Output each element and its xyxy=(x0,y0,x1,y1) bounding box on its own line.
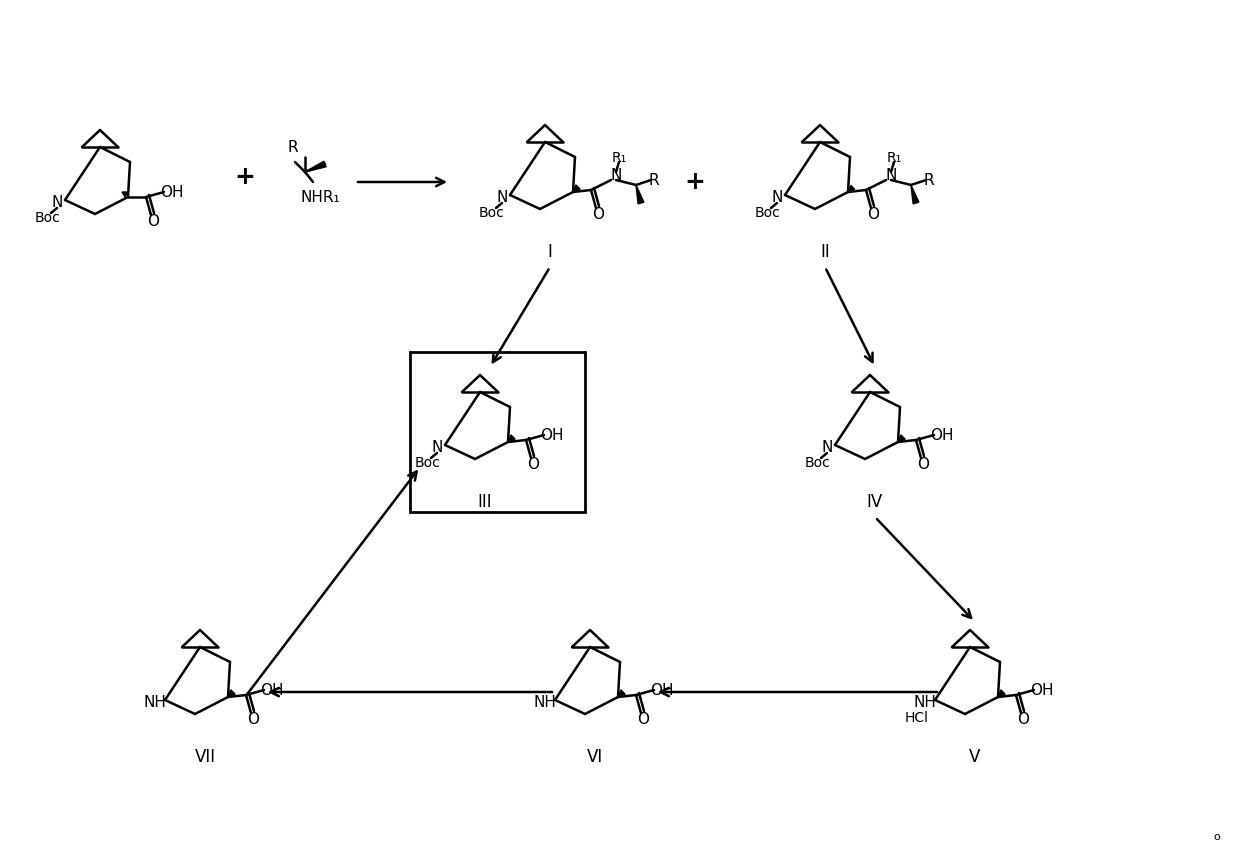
Text: R: R xyxy=(287,140,299,154)
Polygon shape xyxy=(911,185,919,204)
Text: II: II xyxy=(820,243,830,261)
Text: OH: OH xyxy=(650,683,674,697)
Text: NH: NH xyxy=(144,695,166,710)
Text: O: O xyxy=(637,711,649,727)
Text: O: O xyxy=(917,457,929,472)
Text: N: N xyxy=(772,190,783,204)
Text: Boc: Boc xyxy=(479,206,504,220)
Text: N: N xyxy=(497,190,508,204)
Text: HCl: HCl xyxy=(904,711,929,725)
Text: OH: OH xyxy=(930,428,954,442)
Text: OH: OH xyxy=(1031,683,1053,697)
Text: +: + xyxy=(685,170,705,194)
Polygon shape xyxy=(121,192,128,197)
Polygon shape xyxy=(898,435,906,442)
Text: V: V xyxy=(969,748,981,766)
Text: R: R xyxy=(924,173,934,187)
Text: O: O xyxy=(592,207,603,222)
Text: NHR₁: NHR₁ xyxy=(300,190,339,204)
Text: OH: OH xyxy=(540,428,564,442)
Text: I: I xyxy=(548,243,553,261)
Text: IV: IV xyxy=(867,493,883,511)
Text: VII: VII xyxy=(195,748,216,766)
Text: R₁: R₁ xyxy=(611,151,627,165)
Bar xyxy=(410,352,585,512)
Text: Boc: Boc xyxy=(804,456,830,470)
Text: R: R xyxy=(649,173,659,187)
Text: VI: VI xyxy=(587,748,603,766)
Text: N: N xyxy=(821,440,833,455)
Text: N: N xyxy=(886,168,897,182)
Text: O: O xyxy=(867,207,878,222)
Polygon shape xyxy=(228,689,235,697)
Polygon shape xyxy=(572,185,580,192)
Text: Boc: Boc xyxy=(414,456,440,470)
Polygon shape xyxy=(305,161,326,172)
Text: N: N xyxy=(431,440,442,455)
Polygon shape xyxy=(618,689,626,697)
Text: O: O xyxy=(1017,711,1030,727)
Polygon shape xyxy=(508,435,515,442)
Text: O: O xyxy=(147,213,159,229)
Polygon shape xyxy=(636,185,644,204)
Text: NH: NH xyxy=(534,695,556,710)
Text: OH: OH xyxy=(160,185,183,200)
Text: O: O xyxy=(247,711,259,727)
Text: NH: NH xyxy=(913,695,937,710)
Text: OH: OH xyxy=(260,683,284,697)
Text: R₁: R₁ xyxy=(886,151,902,165)
Text: o: o xyxy=(1213,832,1220,842)
Text: III: III xyxy=(478,493,492,511)
Text: Boc: Boc xyxy=(755,206,779,220)
Text: +: + xyxy=(234,165,255,189)
Text: N: N xyxy=(611,168,622,182)
Polygon shape xyxy=(997,689,1005,697)
Text: Boc: Boc xyxy=(35,211,59,225)
Text: O: O xyxy=(527,457,539,472)
Text: N: N xyxy=(51,195,63,209)
